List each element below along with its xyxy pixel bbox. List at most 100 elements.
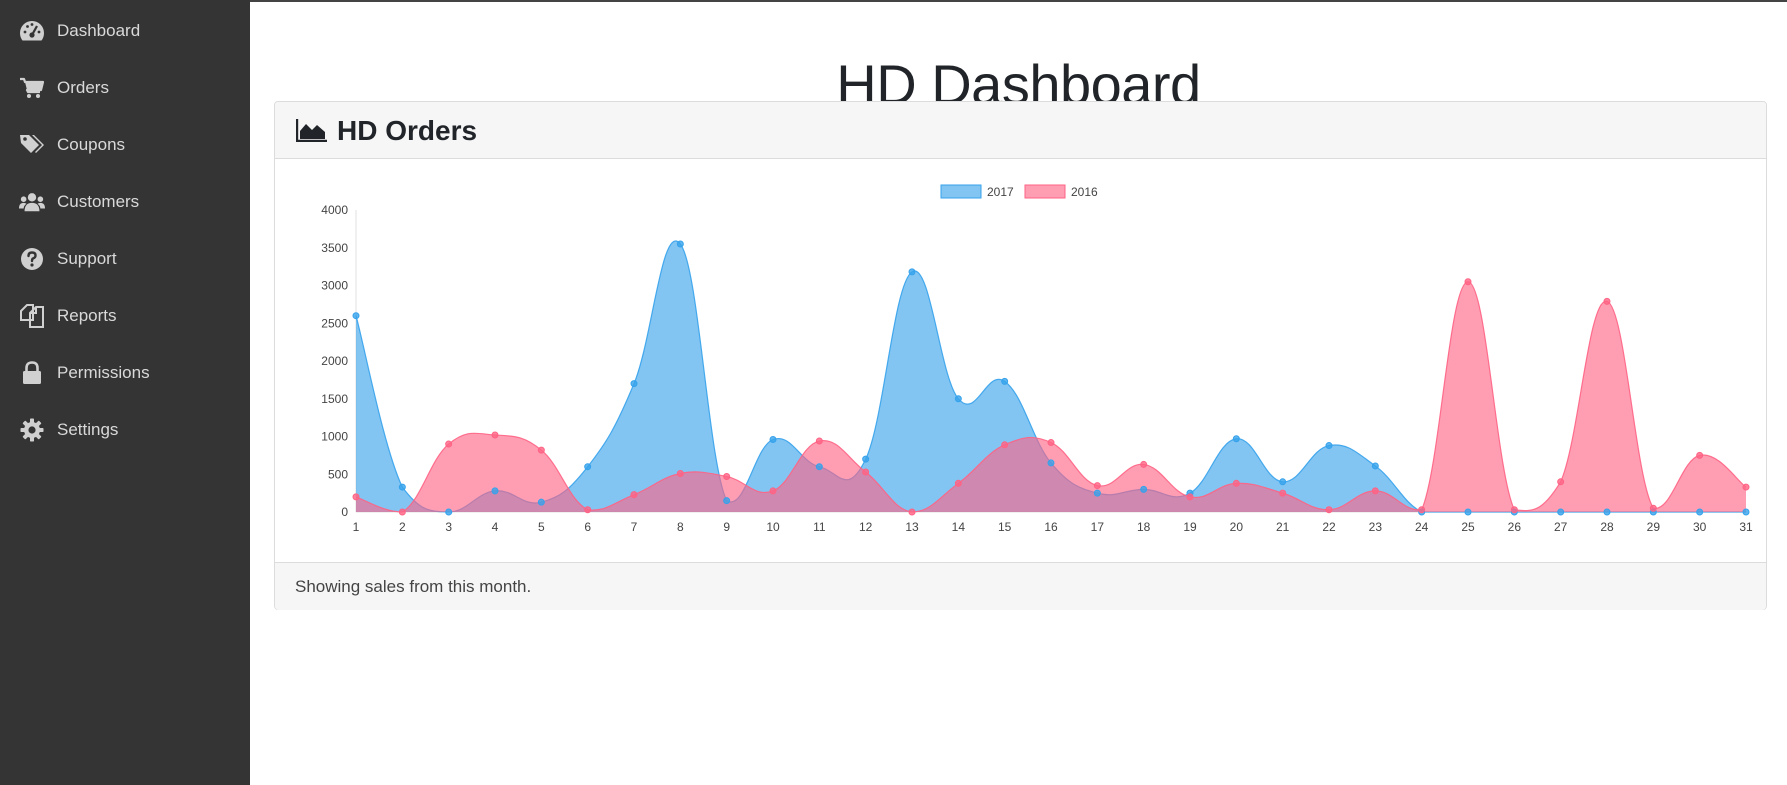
- x-tick-label: 17: [1091, 520, 1105, 534]
- x-tick-label: 5: [538, 520, 545, 534]
- sidebar-item-orders[interactable]: Orders: [0, 59, 250, 116]
- x-tick-label: 6: [584, 520, 591, 534]
- x-tick-label: 2: [399, 520, 406, 534]
- data-point-2017: [1464, 508, 1472, 516]
- x-tick-label: 13: [905, 520, 919, 534]
- x-tick-label: 29: [1647, 520, 1661, 534]
- x-tick-label: 12: [859, 520, 873, 534]
- legend-swatch-2017: [940, 184, 982, 199]
- x-tick-label: 24: [1415, 520, 1429, 534]
- legend-item-2017[interactable]: 2017: [940, 184, 1014, 199]
- data-point-2017: [491, 487, 499, 495]
- x-tick-label: 9: [723, 520, 730, 534]
- x-tick-label: 23: [1369, 520, 1383, 534]
- data-point-2016: [908, 508, 916, 516]
- top-border: [0, 0, 1787, 2]
- x-tick-label: 19: [1183, 520, 1197, 534]
- sidebar-item-coupons[interactable]: Coupons: [0, 116, 250, 173]
- data-point-2016: [676, 469, 684, 477]
- x-tick-label: 28: [1600, 520, 1614, 534]
- x-tick-label: 31: [1739, 520, 1753, 534]
- legend-swatch-2016: [1024, 184, 1066, 199]
- x-tick-label: 14: [952, 520, 966, 534]
- data-point-2017: [1001, 377, 1009, 385]
- legend-label-2017: 2017: [987, 185, 1014, 199]
- data-point-2017: [1279, 478, 1287, 486]
- x-tick-label: 1: [353, 520, 360, 534]
- x-tick-label: 8: [677, 520, 684, 534]
- data-point-2017: [1603, 508, 1611, 516]
- data-point-2016: [1279, 489, 1287, 497]
- y-tick-label: 3000: [321, 279, 348, 293]
- sidebar-item-reports[interactable]: Reports: [0, 287, 250, 344]
- y-tick-label: 4000: [321, 203, 348, 217]
- y-tick-label: 2000: [321, 354, 348, 368]
- copy-icon: [19, 304, 45, 328]
- data-point-2016: [445, 440, 453, 448]
- data-point-2016: [491, 431, 499, 439]
- sidebar-item-dashboard[interactable]: Dashboard: [0, 2, 250, 59]
- data-point-2017: [1557, 508, 1565, 516]
- data-point-2017: [1140, 485, 1148, 493]
- data-point-2016: [1649, 504, 1657, 512]
- data-point-2016: [1140, 460, 1148, 468]
- data-point-2016: [769, 487, 777, 495]
- x-tick-label: 18: [1137, 520, 1151, 534]
- y-tick-label: 1000: [321, 430, 348, 444]
- data-point-2017: [954, 395, 962, 403]
- legend-item-2016[interactable]: 2016: [1024, 184, 1098, 199]
- gear-icon: [19, 418, 45, 442]
- data-point-2017: [1696, 508, 1704, 516]
- sidebar-item-label: Permissions: [57, 363, 150, 382]
- card-title: HD Orders: [337, 115, 478, 146]
- data-point-2017: [908, 268, 916, 276]
- data-point-2016: [1464, 278, 1472, 286]
- sidebar-item-label: Customers: [57, 192, 140, 211]
- data-point-2017: [584, 463, 592, 471]
- data-point-2017: [769, 436, 777, 444]
- data-point-2016: [1232, 479, 1240, 487]
- area-chart-icon: [295, 118, 328, 147]
- x-tick-label: 16: [1044, 520, 1058, 534]
- data-point-2017: [537, 498, 545, 506]
- lock-icon: [19, 361, 45, 385]
- data-point-2017: [1093, 489, 1101, 497]
- data-point-2016: [1557, 478, 1565, 486]
- data-point-2016: [1510, 506, 1518, 514]
- sidebar-item-support[interactable]: Support: [0, 230, 250, 287]
- data-point-2016: [584, 506, 592, 514]
- data-point-2017: [1325, 442, 1333, 450]
- x-tick-label: 26: [1508, 520, 1522, 534]
- data-point-2016: [1186, 493, 1194, 501]
- x-tick-label: 30: [1693, 520, 1707, 534]
- cart-icon: [19, 76, 45, 100]
- sidebar-item-customers[interactable]: Customers: [0, 173, 250, 230]
- dashboard-icon: [19, 19, 45, 43]
- y-tick-label: 2500: [321, 316, 348, 330]
- sidebar-item-settings[interactable]: Settings: [0, 401, 250, 458]
- sidebar-item-permissions[interactable]: Permissions: [0, 344, 250, 401]
- data-point-2016: [537, 446, 545, 454]
- data-point-2017: [1371, 462, 1379, 470]
- data-point-2017: [1742, 508, 1750, 516]
- x-tick-label: 22: [1322, 520, 1336, 534]
- x-tick-label: 25: [1461, 520, 1475, 534]
- sidebar-item-label: Coupons: [57, 135, 126, 154]
- card-header: HD Orders: [275, 102, 1766, 159]
- data-point-2016: [1093, 482, 1101, 490]
- data-point-2016: [1603, 297, 1611, 305]
- data-point-2016: [862, 468, 870, 476]
- data-point-2016: [723, 473, 731, 481]
- data-point-2017: [815, 463, 823, 471]
- x-tick-label: 11: [813, 520, 826, 534]
- sidebar: Dashboard Orders Coupons: [0, 0, 250, 785]
- y-tick-label: 500: [328, 467, 348, 481]
- data-point-2017: [445, 508, 453, 516]
- series-area-2017: [356, 240, 1746, 512]
- series-area-2016: [356, 281, 1746, 512]
- data-point-2016: [352, 493, 360, 501]
- data-point-2016: [1001, 441, 1009, 449]
- x-tick-label: 27: [1554, 520, 1568, 534]
- data-point-2017: [398, 483, 406, 491]
